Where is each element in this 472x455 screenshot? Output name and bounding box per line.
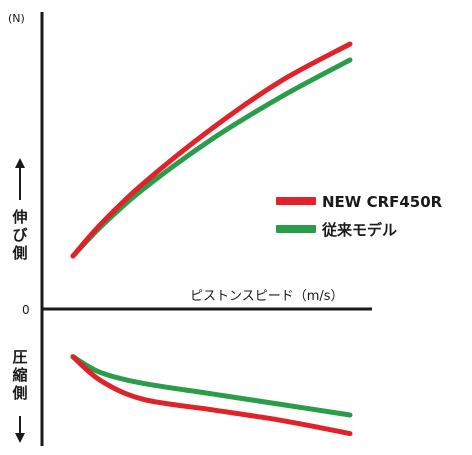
legend-swatch-new-crf450r xyxy=(276,197,316,205)
legend-swatch-previous-model xyxy=(276,225,316,233)
series-layer xyxy=(70,41,353,437)
compression-indicator: 圧縮側 xyxy=(11,348,28,443)
series-line-new-crf450r-extension xyxy=(70,41,353,259)
x-axis-label: ピストンスピード（m/s） xyxy=(190,289,344,304)
y-unit-label: (N) xyxy=(8,12,25,25)
legend-label-previous-model: 従来モデル xyxy=(321,221,397,239)
down-arrow-icon xyxy=(15,433,25,443)
legend: NEW CRF450R 従来モデル xyxy=(276,193,443,239)
up-arrow-icon xyxy=(15,158,25,168)
series-line-previous-model-compression xyxy=(70,354,353,418)
zero-tick-label: 0 xyxy=(22,303,30,317)
extension-indicator: 伸び側 xyxy=(11,158,28,262)
extension-side-label: 伸び側 xyxy=(11,208,27,262)
compression-side-label: 圧縮側 xyxy=(11,348,27,402)
series-line-new-crf450r-compression xyxy=(70,354,353,437)
legend-label-new-crf450r: NEW CRF450R xyxy=(322,193,443,211)
